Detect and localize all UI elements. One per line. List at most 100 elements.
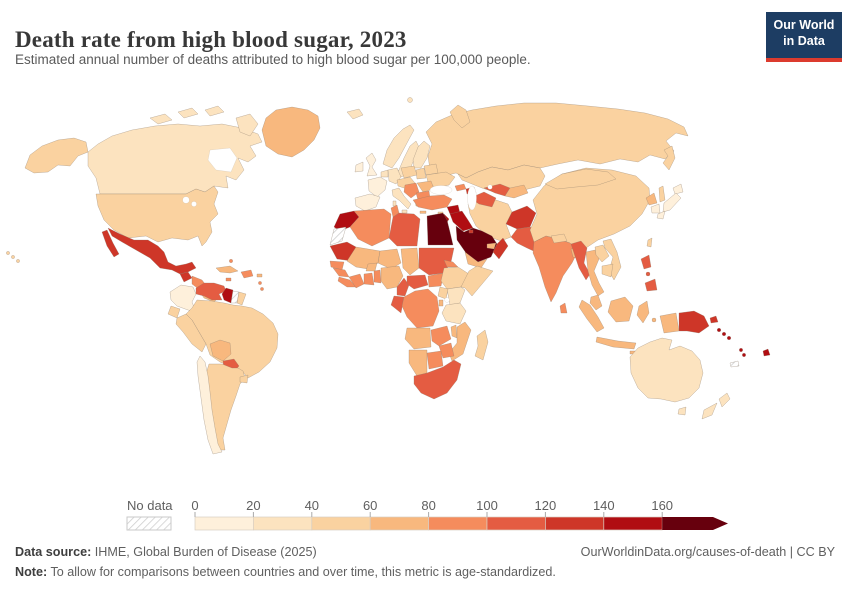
- country-solomon-1[interactable]: [716, 327, 722, 333]
- country-solomon-2[interactable]: [721, 331, 727, 337]
- country-russia-novaya-zemlya[interactable]: [449, 104, 471, 129]
- country-mozambique[interactable]: [448, 321, 472, 362]
- country-fiji[interactable]: [762, 348, 771, 357]
- country-yemen[interactable]: [464, 251, 488, 269]
- country-nepal[interactable]: [550, 233, 568, 244]
- legend-bin-2[interactable]: [311, 516, 371, 531]
- country-new-zealand-north[interactable]: [718, 392, 731, 408]
- country-japan-honshu[interactable]: [662, 192, 682, 213]
- country-guinea[interactable]: [332, 267, 350, 278]
- country-tanzania[interactable]: [441, 302, 467, 325]
- country-cambodia[interactable]: [601, 263, 614, 278]
- country-central-african-republic[interactable]: [406, 274, 429, 290]
- country-cameroon[interactable]: [396, 277, 410, 297]
- country-malawi[interactable]: [450, 324, 458, 339]
- country-mexico-baja[interactable]: [101, 229, 120, 258]
- country-russia-sakhalin[interactable]: [658, 185, 666, 203]
- country-botswana[interactable]: [426, 350, 444, 370]
- country-russia-kamchatka[interactable]: [662, 145, 676, 171]
- country-new-zealand-south[interactable]: [701, 402, 718, 420]
- legend-bin-0[interactable]: [194, 516, 254, 531]
- country-south-sudan[interactable]: [427, 272, 445, 288]
- country-italy[interactable]: [391, 187, 412, 210]
- country-vanuatu-1[interactable]: [739, 348, 743, 352]
- country-chad[interactable]: [400, 247, 420, 276]
- country-madagascar[interactable]: [474, 329, 489, 361]
- country-ghana[interactable]: [363, 272, 375, 286]
- country-sri-lanka[interactable]: [559, 302, 568, 314]
- country-zambia[interactable]: [430, 325, 452, 347]
- country-ireland[interactable]: [354, 161, 364, 173]
- country-kyrgyzstan-tajikistan[interactable]: [504, 184, 529, 199]
- country-canada-arctic-1[interactable]: [149, 113, 173, 125]
- legend-bin-5[interactable]: [486, 516, 546, 531]
- country-guyana[interactable]: [221, 287, 234, 304]
- country-malaysia[interactable]: [589, 294, 603, 311]
- country-namibia[interactable]: [408, 349, 428, 377]
- legend-bin-4[interactable]: [428, 516, 488, 531]
- country-egypt[interactable]: [426, 212, 454, 246]
- country-libya[interactable]: [388, 212, 421, 247]
- country-french-guiana[interactable]: [236, 291, 247, 306]
- country-lesser-antilles-1[interactable]: [258, 281, 262, 285]
- country-finland[interactable]: [412, 140, 431, 169]
- country-solomon-3[interactable]: [726, 335, 732, 341]
- country-somalia[interactable]: [460, 265, 494, 297]
- country-iberia[interactable]: [354, 193, 381, 212]
- country-rwanda-burundi[interactable]: [438, 299, 444, 307]
- country-baltics[interactable]: [415, 167, 427, 180]
- country-uae-qatar[interactable]: [486, 242, 497, 250]
- country-georgia[interactable]: [454, 183, 467, 192]
- country-canada-arctic-2[interactable]: [177, 107, 199, 119]
- legend-bin-1[interactable]: [253, 516, 313, 531]
- country-italy-sicily[interactable]: [401, 209, 408, 214]
- country-benelux[interactable]: [380, 169, 389, 178]
- legend-bin-3[interactable]: [369, 516, 429, 531]
- country-south-africa[interactable]: [413, 359, 462, 400]
- legend-bin-7[interactable]: [603, 516, 663, 531]
- country-indonesia-java[interactable]: [595, 336, 637, 350]
- country-angola[interactable]: [404, 327, 432, 350]
- country-ecuador[interactable]: [167, 305, 181, 319]
- country-niger[interactable]: [377, 248, 402, 270]
- country-tasmania[interactable]: [677, 406, 687, 416]
- country-turkey[interactable]: [412, 194, 453, 211]
- country-philippines-luzon[interactable]: [640, 254, 652, 270]
- country-philippines-visayas[interactable]: [645, 271, 651, 277]
- country-vietnam[interactable]: [602, 238, 622, 281]
- country-indonesia-sulawesi[interactable]: [636, 300, 650, 324]
- country-uruguay[interactable]: [239, 374, 249, 384]
- country-svalbard[interactable]: [407, 97, 413, 103]
- country-puerto-rico[interactable]: [256, 273, 263, 278]
- country-poland[interactable]: [400, 165, 418, 179]
- country-cuba[interactable]: [215, 265, 239, 274]
- country-canada-arctic-3[interactable]: [204, 105, 225, 117]
- country-kenya[interactable]: [446, 286, 466, 306]
- country-iceland[interactable]: [346, 108, 364, 120]
- country-togo-benin[interactable]: [373, 269, 382, 284]
- country-alaska[interactable]: [24, 137, 89, 174]
- country-norway[interactable]: [382, 124, 415, 169]
- country-indonesia-sumatra[interactable]: [578, 299, 605, 333]
- owid-credit-link[interactable]: OurWorldinData.org/causes-of-death | CC …: [580, 545, 835, 559]
- country-mexico[interactable]: [107, 227, 197, 275]
- country-algeria[interactable]: [349, 208, 392, 247]
- country-peru[interactable]: [175, 313, 207, 353]
- legend-bin-8-arrow[interactable]: [662, 517, 728, 530]
- country-png-new-britain[interactable]: [709, 315, 719, 324]
- legend-bin-6[interactable]: [545, 516, 605, 531]
- country-lesser-antilles-2[interactable]: [260, 287, 264, 291]
- country-oman[interactable]: [492, 237, 509, 260]
- country-gabon-congo[interactable]: [390, 295, 405, 314]
- country-greece-crete[interactable]: [419, 210, 427, 214]
- country-bahamas[interactable]: [229, 259, 233, 263]
- country-italy-sardinia[interactable]: [392, 200, 397, 207]
- country-japan-hokkaido[interactable]: [672, 183, 684, 195]
- owid-logo[interactable]: Our World in Data: [766, 12, 842, 62]
- country-bolivia[interactable]: [209, 339, 232, 362]
- country-papua-new-guinea[interactable]: [678, 310, 710, 334]
- country-taiwan[interactable]: [646, 237, 653, 248]
- country-indonesia-moluccas[interactable]: [651, 317, 657, 323]
- country-uganda[interactable]: [437, 286, 449, 300]
- country-zimbabwe[interactable]: [438, 342, 455, 359]
